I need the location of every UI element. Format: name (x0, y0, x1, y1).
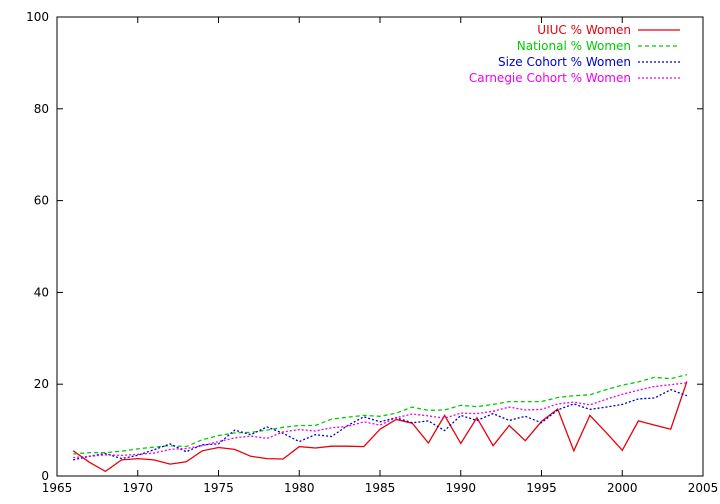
y-tick-label: 100 (26, 10, 49, 24)
x-tick-label: 1975 (203, 481, 234, 495)
x-tick-label: 1970 (122, 481, 153, 495)
x-tick-label: 1995 (526, 481, 557, 495)
x-tick-label: 2000 (607, 481, 638, 495)
series-line-2 (73, 388, 688, 461)
axis-ticks: 1965 1970 1975 1980 1985 1990 1995 2000 2005 0 20 4… (26, 10, 718, 495)
y-tick-label: 80 (34, 102, 49, 116)
legend-label-0: UIUC % Women (537, 23, 631, 37)
x-tick-label: 2005 (688, 481, 719, 495)
y-tick-label: 20 (34, 377, 49, 391)
legend-label-2: Size Cohort % Women (498, 55, 631, 69)
legend: UIUC % Women National % Women Size Cohort … (469, 23, 680, 85)
y-tick-label: 40 (34, 285, 49, 299)
x-tick-label: 1965 (42, 481, 73, 495)
x-tick-label: 1985 (365, 481, 396, 495)
x-tick-label: 1990 (445, 481, 476, 495)
series-lines (72, 373, 688, 473)
series-line-0 (72, 381, 688, 473)
y-tick-label: 0 (41, 469, 49, 483)
legend-label-1: National % Women (517, 39, 631, 53)
y-tick-label: 60 (34, 194, 49, 208)
series-line-1 (73, 373, 688, 455)
x-tick-label: 1980 (284, 481, 315, 495)
legend-label-3: Carnegie Cohort % Women (469, 71, 631, 85)
series-line-3 (73, 382, 687, 459)
